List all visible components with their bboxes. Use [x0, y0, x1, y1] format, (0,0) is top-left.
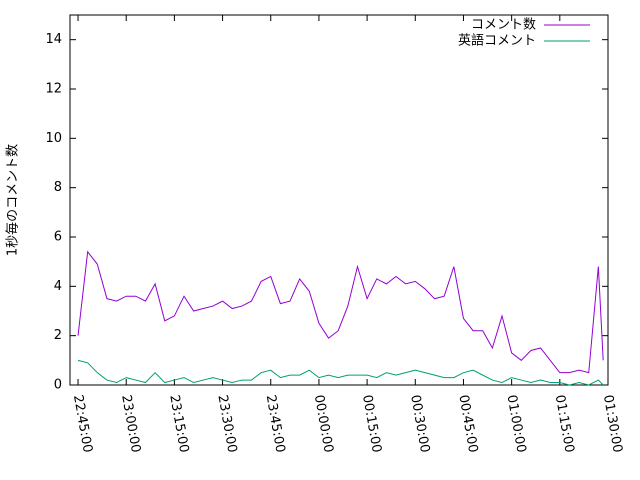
y-tick-label: 0 — [54, 378, 62, 393]
x-tick-label: 01:15:00 — [552, 394, 577, 454]
y-tick-label: 8 — [54, 180, 62, 195]
legend-label: 英語コメント — [458, 33, 536, 49]
line-series — [77, 250, 604, 374]
x-tick-label: 23:45:00 — [263, 394, 288, 454]
y-axis-label: 1秒毎のコメント数 — [5, 144, 21, 256]
x-tick-label: 23:15:00 — [166, 394, 191, 454]
x-tick-label: 00:30:00 — [407, 394, 432, 454]
y-tick-label: 10 — [45, 131, 62, 146]
y-tick-label: 14 — [45, 32, 62, 47]
y-tick-label: 6 — [54, 230, 62, 245]
x-tick-label: 22:45:00 — [70, 394, 95, 454]
y-tick-label: 12 — [45, 82, 62, 97]
legend-label: コメント数 — [471, 18, 536, 33]
y-tick-label: 4 — [54, 279, 62, 294]
x-tick-label: 01:00:00 — [504, 394, 529, 454]
x-tick-label: 00:00:00 — [311, 394, 336, 454]
plot-frame — [69, 14, 609, 386]
x-tick-label: 23:00:00 — [118, 394, 143, 454]
x-tick-label: 01:30:00 — [600, 394, 625, 454]
x-tick-label: 00:15:00 — [359, 394, 384, 454]
line-series — [77, 359, 604, 386]
x-tick-label: 00:45:00 — [455, 394, 480, 454]
x-tick-label: 23:30:00 — [214, 394, 239, 454]
y-tick-label: 2 — [54, 328, 62, 343]
